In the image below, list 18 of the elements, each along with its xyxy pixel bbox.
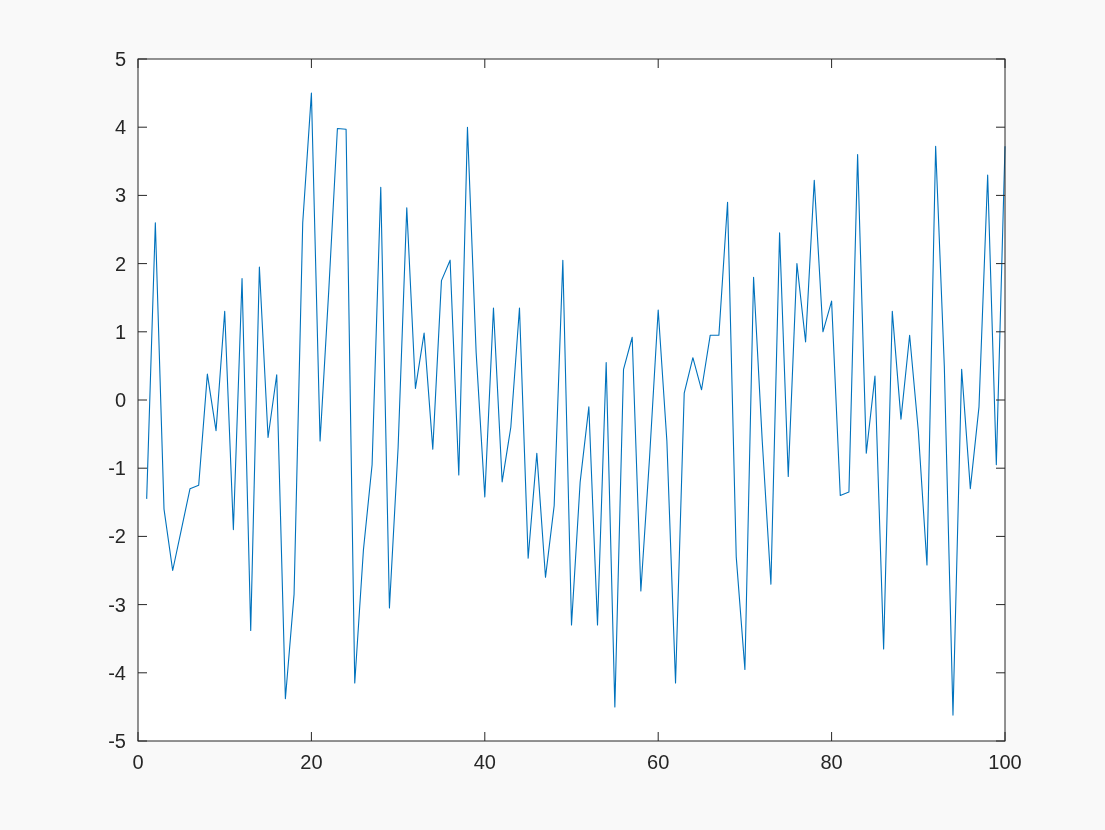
y-tick-label: -5 — [108, 730, 126, 752]
y-tick-label: 5 — [114, 48, 126, 70]
y-tick-label: -3 — [108, 593, 126, 616]
y-tick-label: 1 — [114, 320, 126, 343]
y-tick-label: 4 — [114, 116, 126, 139]
y-tick-label: 0 — [114, 389, 126, 411]
y-tick-label: -1 — [108, 457, 126, 480]
x-tick-label: 60 — [647, 751, 670, 773]
x-tick-label: 100 — [988, 751, 1022, 773]
x-tick-label: 80 — [820, 751, 843, 773]
y-tick-label: 2 — [114, 252, 126, 275]
x-tick-label: 0 — [132, 751, 144, 773]
y-tick-label: -2 — [108, 525, 126, 548]
x-tick-label: 40 — [473, 751, 496, 773]
line-series — [146, 92, 1006, 716]
y-tick-label: 3 — [114, 184, 126, 207]
x-tick-label: 20 — [300, 751, 323, 773]
y-tick-label: -4 — [108, 661, 126, 684]
